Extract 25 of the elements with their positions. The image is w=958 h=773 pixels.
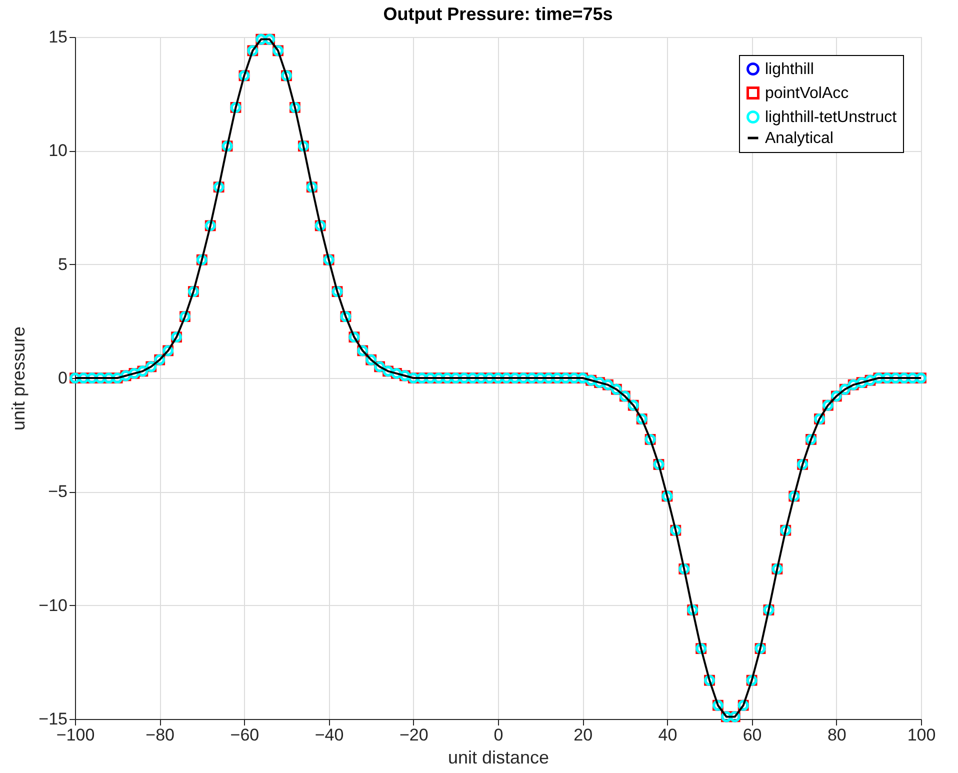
chart-title: Output Pressure: time=75s	[383, 4, 613, 24]
y-tick-label: −15	[38, 710, 68, 728]
x-tick-label: −40	[314, 726, 344, 744]
legend-label: lighthill	[765, 61, 814, 78]
y-tick-label: 15	[48, 28, 68, 46]
y-axis-title: unit pressure	[8, 326, 29, 431]
x-tick-label: 100	[907, 726, 936, 744]
x-tick-label: 20	[574, 726, 593, 744]
legend-label: pointVolAcc	[765, 85, 849, 102]
y-tick-label: −10	[38, 596, 68, 615]
y-tick-label: 5	[58, 254, 68, 274]
x-axis-title: unit distance	[448, 748, 550, 768]
y-tick-label: 0	[58, 368, 68, 388]
x-tick-label: 80	[827, 726, 846, 744]
y-tick-label: 10	[48, 141, 68, 160]
legend-label: Analytical	[765, 130, 834, 147]
x-tick-label: −100	[56, 726, 95, 744]
x-tick-label: −20	[399, 726, 428, 744]
x-tick-label: −80	[146, 726, 175, 744]
x-tick-label: 0	[494, 726, 504, 744]
legend-label: lighthill-tetUnstruct	[765, 109, 898, 126]
x-tick-label: −60	[230, 726, 260, 744]
x-tick-label: 60	[742, 726, 762, 744]
y-tick-label: −5	[48, 482, 68, 502]
x-tick-label: 40	[658, 726, 678, 744]
